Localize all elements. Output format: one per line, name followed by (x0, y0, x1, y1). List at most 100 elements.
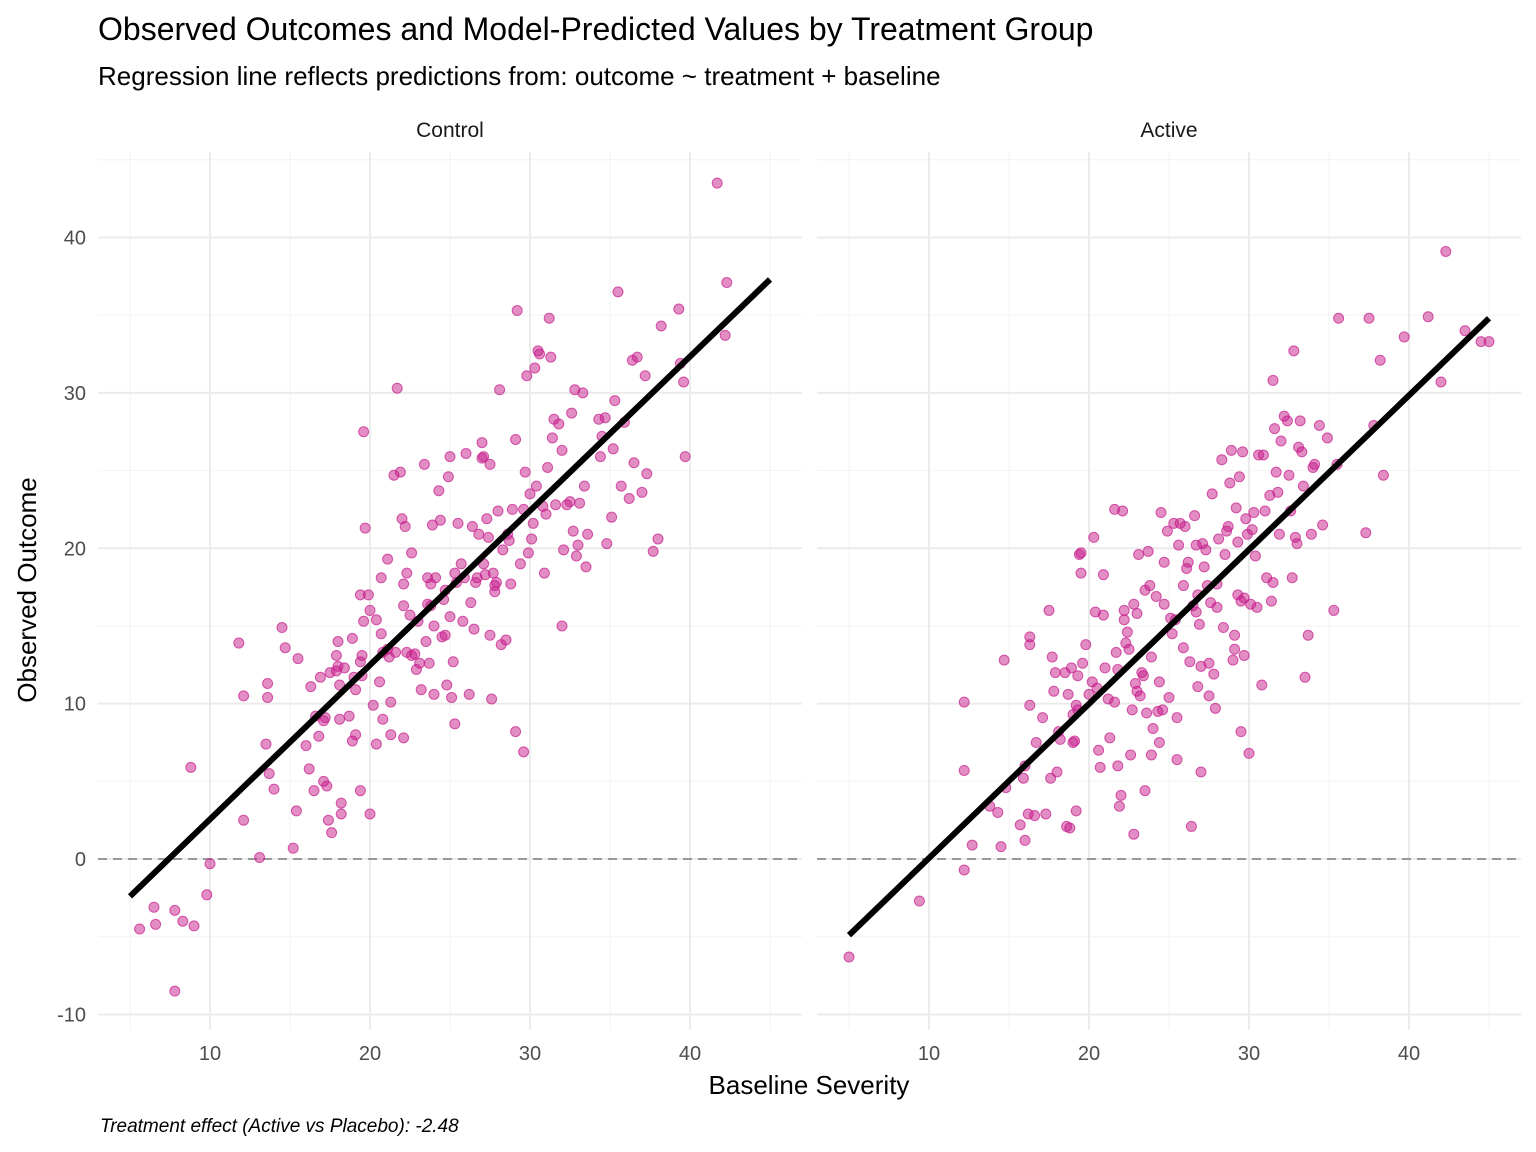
data-point (414, 657, 426, 669)
chart-subtitle: Regression line reflects predictions fro… (98, 61, 941, 91)
data-point (1249, 550, 1261, 562)
data-point (1024, 699, 1036, 711)
data-point (374, 676, 386, 688)
data-point (503, 534, 515, 546)
data-point (1109, 696, 1121, 708)
data-point (510, 433, 522, 445)
data-point (321, 780, 333, 792)
data-point (1237, 446, 1249, 458)
data-point (254, 852, 266, 864)
data-point (1321, 432, 1333, 444)
data-point (542, 461, 554, 473)
data-point (623, 493, 635, 505)
data-point (1070, 805, 1082, 817)
data-point (526, 533, 538, 545)
panels: Control 10 20 30 40 -10 0 10 20 30 40 Active 10 20 30 4… (57, 119, 1521, 1065)
x-tick-label: 40 (679, 1043, 701, 1065)
data-point (1360, 527, 1372, 539)
data-point (655, 320, 667, 332)
data-point (1224, 477, 1236, 489)
data-point (441, 679, 453, 691)
data-point (1229, 629, 1241, 641)
data-point (290, 805, 302, 817)
chart-title: Observed Outcomes and Model-Predicted Va… (98, 11, 1093, 47)
data-point (1128, 598, 1140, 610)
data-point (497, 544, 509, 556)
data-point (1185, 820, 1197, 832)
data-point (486, 693, 498, 705)
data-point (1422, 311, 1434, 323)
data-point (292, 653, 304, 665)
data-point (433, 485, 445, 497)
data-point (367, 699, 379, 711)
data-point (514, 558, 526, 570)
data-point (1014, 819, 1026, 831)
data-point (843, 951, 855, 963)
data-point (418, 458, 430, 470)
data-point (1040, 808, 1052, 820)
data-point (719, 329, 731, 341)
y-tick-label: 40 (64, 227, 86, 249)
data-point (1208, 668, 1220, 680)
data-point (530, 480, 542, 492)
data-point (578, 480, 590, 492)
y-tick-label: -10 (57, 1004, 86, 1026)
data-point (356, 649, 368, 661)
data-point (233, 637, 245, 649)
data-point (1267, 576, 1279, 588)
data-point (430, 572, 442, 584)
y-tick-label: 20 (64, 538, 86, 560)
data-point (570, 550, 582, 562)
data-point (463, 688, 475, 700)
data-point (521, 370, 533, 382)
data-point (1288, 345, 1300, 357)
data-point (1363, 312, 1375, 324)
data-point (1131, 608, 1143, 620)
data-point (444, 611, 456, 623)
data-point (1189, 510, 1201, 522)
x-tick-label: 10 (918, 1043, 940, 1065)
data-point (385, 729, 397, 741)
data-point (204, 858, 216, 870)
data-point (492, 505, 504, 517)
data-point (268, 783, 280, 795)
data-point (534, 348, 546, 360)
data-point (415, 684, 427, 696)
data-point (527, 517, 539, 529)
data-point (279, 642, 291, 654)
data-point (300, 740, 312, 752)
data-point (382, 553, 394, 565)
data-point (350, 729, 362, 741)
data-point (1270, 466, 1282, 478)
data-point (1190, 606, 1202, 618)
data-point (639, 370, 651, 382)
x-tick-label: 10 (199, 1043, 221, 1065)
data-point (487, 567, 499, 579)
data-point (1062, 688, 1074, 700)
data-point (540, 508, 552, 520)
data-point (550, 499, 562, 511)
data-point (958, 696, 970, 708)
data-point (711, 177, 723, 189)
data-point (1440, 245, 1452, 257)
data-point (446, 691, 458, 703)
data-point (1305, 528, 1317, 540)
data-point (1257, 449, 1269, 461)
data-point (1259, 505, 1271, 517)
data-point (678, 376, 690, 388)
data-point (1171, 754, 1183, 766)
data-point (481, 513, 493, 525)
data-point (599, 412, 611, 424)
data-point (276, 622, 288, 634)
data-point (1233, 471, 1245, 483)
data-point (326, 827, 338, 839)
data-point (263, 768, 275, 780)
data-point (322, 814, 334, 826)
data-point (1296, 446, 1308, 458)
data-point (238, 814, 250, 826)
data-point (567, 525, 579, 537)
data-point (473, 528, 485, 540)
data-point (1238, 649, 1250, 661)
data-point (1328, 604, 1340, 616)
